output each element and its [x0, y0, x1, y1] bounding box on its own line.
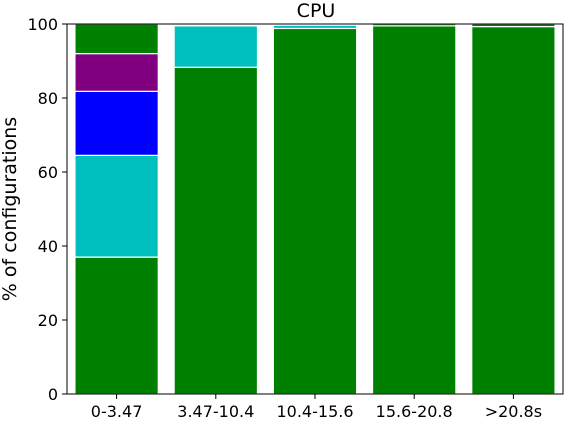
y-tick-label: 20 — [38, 311, 58, 330]
chart-title: CPU — [297, 0, 336, 22]
y-tick-label: 60 — [38, 163, 58, 182]
y-axis-ticks: 0 20 40 60 80 100 — [27, 15, 67, 404]
bar-stack-group — [74, 23, 556, 395]
x-tick-label: 10.4-15.6 — [276, 402, 353, 421]
x-tick-label: >20.8s — [485, 402, 542, 421]
y-tick-label: 100 — [27, 15, 58, 34]
bar-segment-0-0 — [74, 256, 159, 395]
y-tick-label: 0 — [48, 385, 58, 404]
y-tick-label: 40 — [38, 237, 58, 256]
x-tick-label: 15.6-20.8 — [376, 402, 453, 421]
bar-segment-4-0 — [471, 25, 556, 395]
y-tick-label: 80 — [38, 89, 58, 108]
x-tick-label: 0-3.47 — [91, 402, 143, 421]
y-axis-label: % of configurations — [0, 117, 21, 301]
bar-segment-2-0 — [272, 27, 358, 395]
bar-segment-3-0 — [371, 25, 457, 395]
x-axis-ticks: 0-3.47 3.47-10.4 10.4-15.6 15.6-20.8 >20.8s — [91, 394, 542, 421]
bar-segment-1-1 — [173, 25, 259, 68]
bar-segment-0-4 — [74, 23, 159, 55]
bar-segment-0-2 — [74, 90, 159, 156]
bar-segment-0-3 — [74, 52, 159, 92]
bar-segment-1-0 — [173, 66, 259, 395]
bar-segment-0-1 — [74, 154, 159, 258]
x-tick-label: 3.47-10.4 — [177, 402, 254, 421]
plot-frame — [66, 23, 564, 395]
